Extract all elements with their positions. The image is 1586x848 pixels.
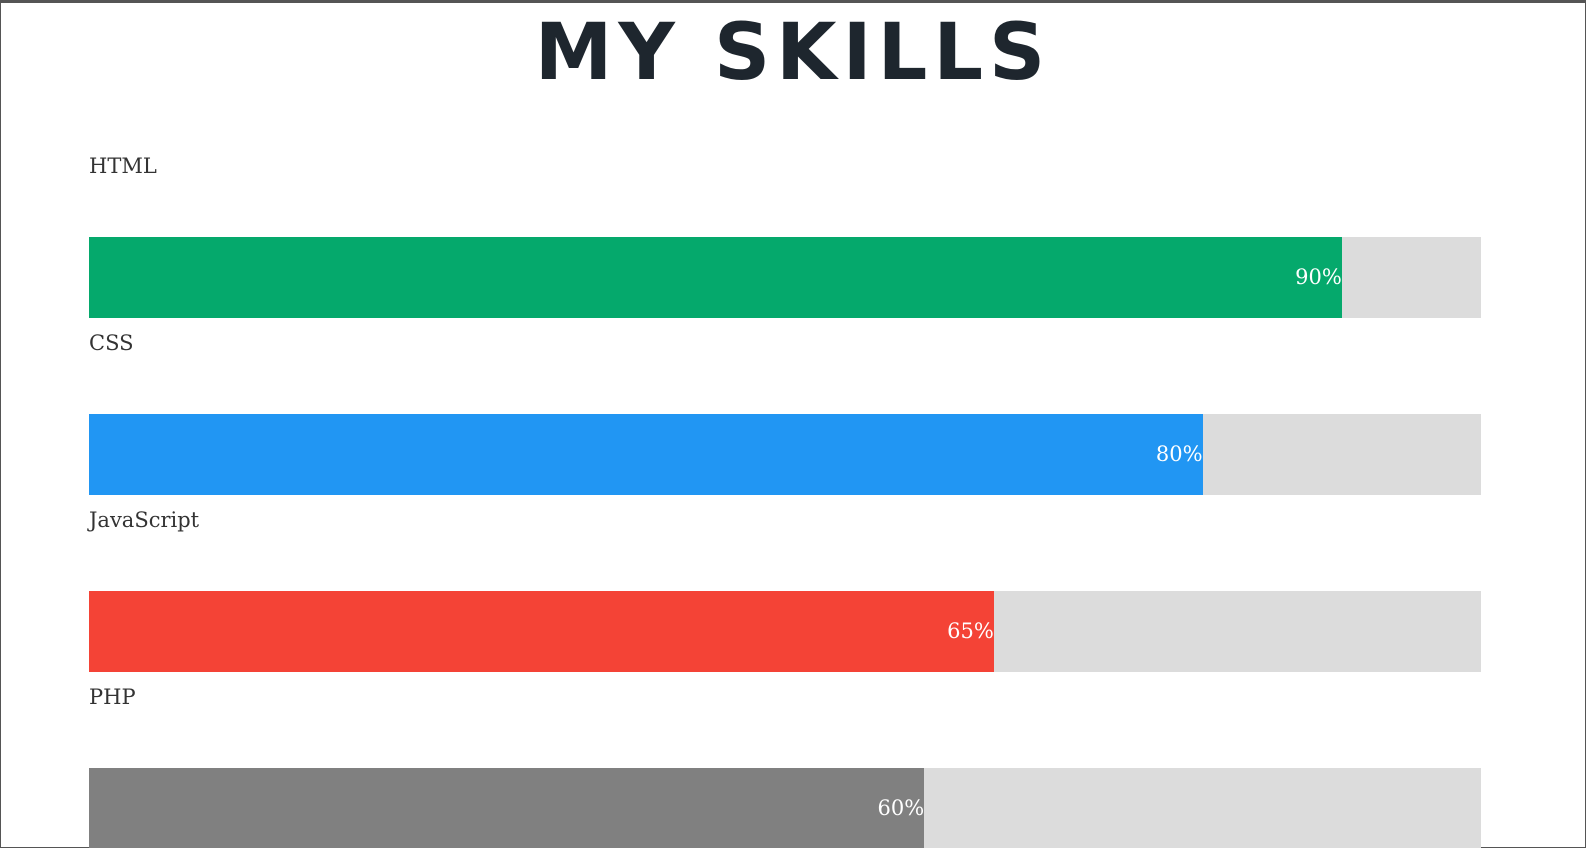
skill-percent-label: 65% bbox=[947, 619, 994, 643]
skill-label: PHP bbox=[89, 685, 136, 709]
skill-css: CSS 80% bbox=[89, 328, 1481, 505]
skill-bar-fill: 90% bbox=[89, 237, 1342, 318]
skill-javascript: JavaScript 65% bbox=[89, 505, 1481, 682]
skill-percent-label: 80% bbox=[1155, 442, 1203, 466]
skill-php: PHP 60% bbox=[89, 682, 1481, 848]
skill-bar-track: 90% bbox=[89, 237, 1481, 318]
skill-html: HTML 90% bbox=[89, 151, 1481, 328]
skill-bar-fill: 60% bbox=[89, 768, 925, 848]
skill-bar-track: 60% bbox=[89, 768, 1481, 848]
skill-bar-track: 80% bbox=[89, 414, 1481, 495]
skill-bar-fill: 65% bbox=[89, 591, 994, 672]
skill-percent-label: 90% bbox=[1295, 265, 1342, 289]
skill-label: JavaScript bbox=[89, 508, 200, 532]
skill-percent-label: 60% bbox=[877, 796, 925, 820]
page-title: MY SKILLS bbox=[534, 8, 1052, 98]
skill-label: HTML bbox=[89, 154, 157, 178]
skills-list: HTML 90% CSS 80% JavaScript 65% PHP 60% bbox=[89, 151, 1481, 848]
skill-bar-track: 65% bbox=[89, 591, 1481, 672]
skill-label: CSS bbox=[89, 331, 134, 355]
skill-bar-fill: 80% bbox=[89, 414, 1203, 495]
